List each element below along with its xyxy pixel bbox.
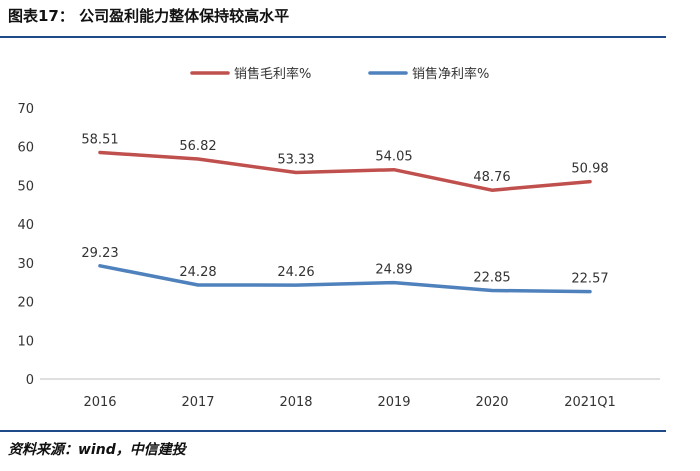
series-line-1 bbox=[98, 150, 592, 192]
y-tick-label: 60 bbox=[17, 141, 34, 156]
x-tick-label: 2021Q1 bbox=[564, 395, 616, 410]
figure-title: 图表17： 公司盈利能力整体保持较高水平 bbox=[8, 7, 290, 25]
data-label: 24.89 bbox=[375, 263, 412, 278]
x-tick-label: 2017 bbox=[181, 395, 214, 410]
data-label: 58.51 bbox=[81, 132, 118, 147]
y-tick-label: 40 bbox=[17, 218, 34, 233]
x-tick-label: 2016 bbox=[83, 395, 116, 410]
data-label: 29.23 bbox=[81, 246, 118, 261]
source-divider bbox=[0, 430, 666, 432]
legend-label-1: 销售毛利率% bbox=[234, 66, 311, 82]
y-tick-label: 50 bbox=[17, 179, 34, 194]
y-tick-label: 20 bbox=[17, 296, 34, 311]
source-note: 资料来源：wind，中信建投 bbox=[8, 442, 186, 458]
y-axis: 0 10 20 30 40 50 60 70 bbox=[17, 102, 34, 388]
x-axis: 2016 2017 2018 2019 2020 2021Q1 bbox=[40, 378, 660, 410]
data-label: 24.28 bbox=[179, 265, 216, 280]
x-tick-label: 2019 bbox=[377, 395, 410, 410]
legend-label-2: 销售净利率% bbox=[412, 66, 489, 82]
y-tick-label: 30 bbox=[17, 257, 34, 272]
y-tick-label: 0 bbox=[26, 373, 34, 388]
data-label: 22.85 bbox=[473, 271, 510, 286]
chart-series: 58.51 56.82 53.33 54.05 48.76 50.98 29.23 24.28… bbox=[81, 132, 609, 294]
data-label: 53.33 bbox=[277, 153, 314, 168]
chart-legend: 销售毛利率% 销售净利率% bbox=[190, 66, 489, 82]
data-label: 54.05 bbox=[375, 150, 412, 165]
y-tick-label: 10 bbox=[17, 334, 34, 349]
data-label: 50.98 bbox=[571, 162, 608, 177]
x-tick-label: 2018 bbox=[279, 395, 312, 410]
x-tick-label: 2020 bbox=[475, 395, 508, 410]
title-divider bbox=[0, 36, 666, 38]
y-tick-label: 70 bbox=[17, 102, 34, 117]
series-line-2 bbox=[98, 264, 592, 294]
data-label: 22.57 bbox=[571, 272, 608, 287]
data-label: 24.26 bbox=[277, 265, 314, 280]
data-label: 48.76 bbox=[473, 170, 510, 185]
data-label: 56.82 bbox=[179, 139, 216, 154]
